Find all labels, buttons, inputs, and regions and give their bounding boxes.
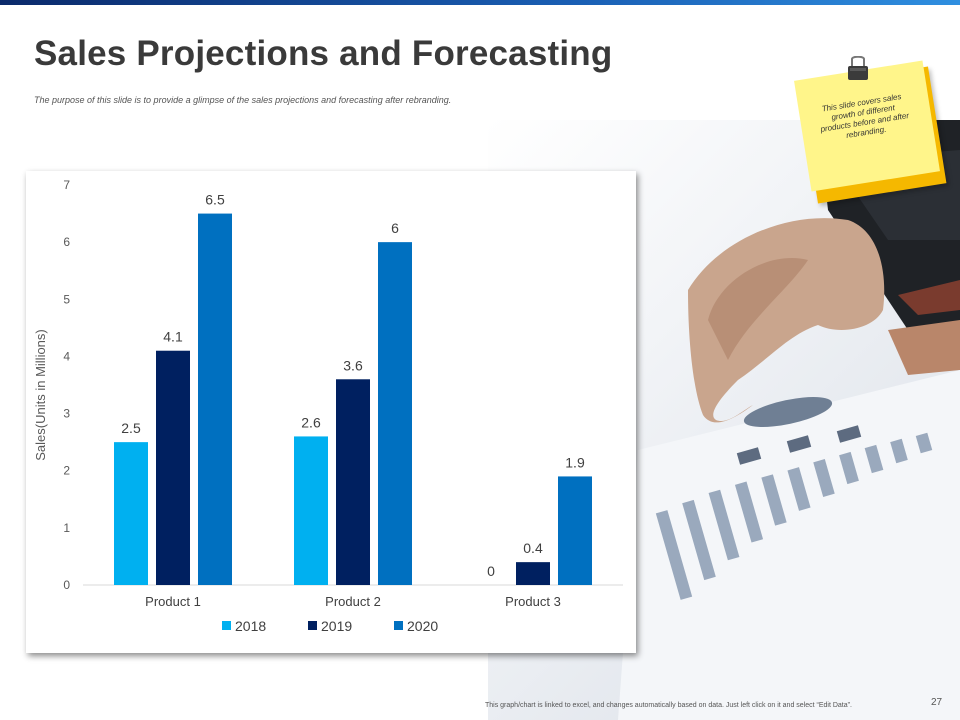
bar-data-label: 3.6: [343, 357, 363, 373]
x-tick-label: Product 1: [145, 594, 201, 609]
bar-2019-product-2[interactable]: [336, 379, 370, 585]
y-tick-label: 1: [63, 521, 70, 535]
y-tick-label: 7: [63, 178, 70, 192]
legend-label-2020: 2020: [407, 618, 438, 634]
binder-clip-icon: [848, 56, 868, 80]
y-axis-label: Sales(Units in Millions): [33, 329, 48, 460]
bar-2019-product-3[interactable]: [516, 562, 550, 585]
y-tick-label: 5: [63, 292, 70, 306]
bar-data-label: 4.1: [163, 329, 183, 345]
bar-2019-product-1[interactable]: [156, 350, 190, 585]
legend-swatch-2019: [308, 621, 317, 630]
page-title: Sales Projections and Forecasting: [34, 34, 613, 73]
bar-2020-product-3[interactable]: [558, 476, 592, 585]
bar-2018-product-1[interactable]: [114, 442, 148, 585]
bar-2020-product-1[interactable]: [198, 213, 232, 586]
page-number: 27: [931, 697, 943, 708]
bar-2018-product-2[interactable]: [294, 436, 328, 585]
footer-note: This graph/chart is linked to excel, and…: [485, 702, 852, 709]
sales-bar-chart: 0 1 2 3 4 5 6 7 2.5 4.1 6.5 2.6 3.6 6 0 0.4 1.9 Product…: [33, 178, 623, 634]
bar-data-label: 2.5: [121, 420, 141, 436]
y-tick-label: 3: [63, 407, 70, 421]
bar-data-label: 6.5: [205, 192, 225, 208]
top-accent-bar: [0, 0, 960, 5]
legend-swatch-2020: [394, 621, 403, 630]
bar-data-label: 1.9: [565, 454, 585, 470]
bar-data-label: 2.6: [301, 414, 321, 430]
sticky-note: This slide covers sales growth of differ…: [794, 56, 948, 206]
bar-2020-product-2[interactable]: [378, 242, 412, 585]
bar-data-label: 0.4: [523, 540, 543, 556]
page-subtitle: The purpose of this slide is to provide …: [34, 95, 452, 105]
bar-data-label: 0: [487, 563, 495, 579]
legend-swatch-2018: [222, 621, 231, 630]
y-tick-label: 0: [63, 578, 70, 592]
bar-data-label: 6: [391, 220, 399, 236]
x-tick-label: Product 2: [325, 594, 381, 609]
legend-label-2018: 2018: [235, 618, 266, 634]
y-tick-label: 6: [63, 235, 70, 249]
y-tick-label: 2: [63, 464, 70, 478]
y-tick-label: 4: [63, 349, 70, 363]
legend-label-2019: 2019: [321, 618, 352, 634]
x-tick-label: Product 3: [505, 594, 561, 609]
sales-chart[interactable]: 0 1 2 3 4 5 6 7 2.5 4.1 6.5 2.6 3.6 6 0 0.4 1.9 Product…: [26, 171, 636, 653]
